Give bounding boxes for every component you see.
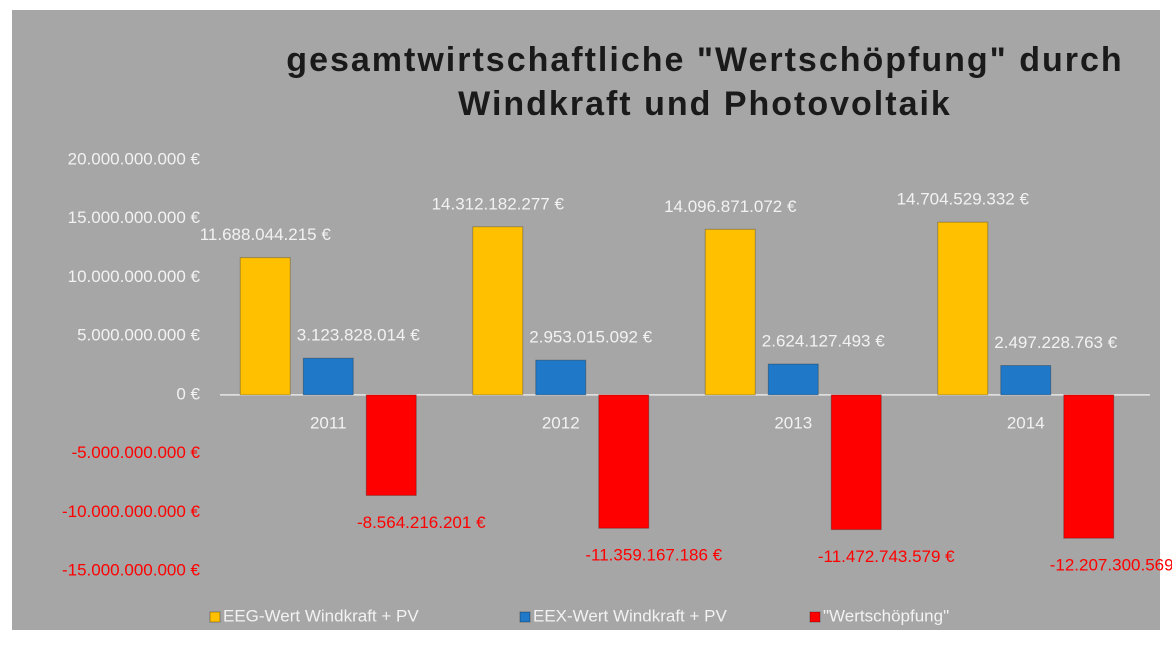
bar <box>1000 365 1052 396</box>
bar <box>1063 394 1115 539</box>
bar <box>472 226 524 396</box>
x-tick-label: 2012 <box>542 413 580 432</box>
bar <box>598 394 650 529</box>
legend-label: EEG-Wert Windkraft + PV <box>223 606 419 625</box>
y-tick-label: -10.000.000.000 € <box>62 502 201 521</box>
legend-marker <box>519 611 531 623</box>
bar <box>767 363 819 396</box>
y-tick-label: -15.000.000.000 € <box>62 560 201 579</box>
legend-label: "Wertschöpfung" <box>823 606 949 625</box>
bar <box>830 394 882 531</box>
bar <box>239 257 291 396</box>
y-tick-label: 10.000.000.000 € <box>68 267 201 286</box>
value-label: 3.123.828.014 € <box>297 326 420 345</box>
bar <box>704 228 756 396</box>
value-label: 2.953.015.092 € <box>529 328 652 347</box>
value-label: 11.688.044.215 € <box>200 225 332 244</box>
x-tick-label: 2011 <box>310 413 347 432</box>
value-label: -8.564.216.201 € <box>357 513 486 532</box>
value-label: 2.497.228.763 € <box>994 333 1117 352</box>
bar <box>302 357 354 396</box>
value-label: 14.312.182.277 € <box>432 194 565 213</box>
legend-label: EEX-Wert Windkraft + PV <box>533 606 727 625</box>
legend-marker <box>809 611 821 623</box>
value-label: 14.096.871.072 € <box>664 197 797 216</box>
y-tick-label: 20.000.000.000 € <box>68 149 201 168</box>
y-tick-label: 5.000.000.000 € <box>77 326 200 345</box>
y-tick-label: -5.000.000.000 € <box>71 443 200 462</box>
value-label: -11.472.743.579 € <box>818 547 955 566</box>
value-label: 2.624.127.493 € <box>762 332 885 351</box>
x-tick-label: 2014 <box>1007 413 1045 432</box>
y-tick-label: 15.000.000.000 € <box>68 208 201 227</box>
value-label: -11.359.167.186 € <box>585 546 722 565</box>
bar <box>365 394 417 496</box>
legend-marker <box>209 611 221 623</box>
value-label: -12.207.300.569 € <box>1050 556 1172 575</box>
y-tick-label: 0 € <box>176 384 200 403</box>
bar <box>937 221 989 396</box>
chart-title: gesamtwirtschaftliche "Wertschöpfung" du… <box>286 41 1124 123</box>
x-tick-label: 2013 <box>774 413 812 432</box>
bar <box>535 359 587 396</box>
value-label: 14.704.529.332 € <box>897 190 1030 209</box>
